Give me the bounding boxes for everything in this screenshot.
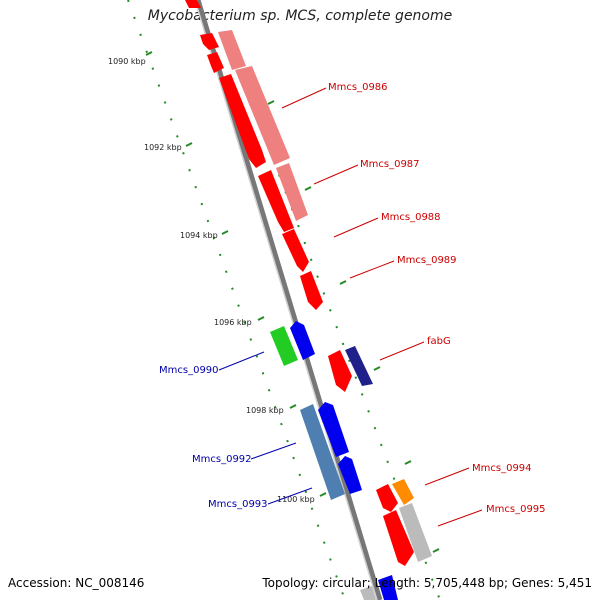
gene-feature [360,586,376,600]
label-leader-line [349,260,395,279]
tick-mark [221,230,229,235]
tick-mark [257,316,265,321]
gene-label: Mmcs_0992 [192,454,252,465]
tick-mark [289,404,297,409]
gene-label: Mmcs_0995 [486,504,546,515]
tick-mark [432,548,440,553]
gene-feature [276,163,308,221]
gene-feature [219,74,266,168]
tick-label: 1098 kbp [246,406,284,415]
map-title: Mycobacterium sp. MCS, complete genome [147,8,453,24]
gene-feature [300,404,345,500]
gene-feature [345,346,373,386]
gene-feature [185,0,201,8]
tick-mark [304,186,312,191]
label-leader-line [333,217,379,238]
gene-feature [383,510,414,566]
gene-feature [376,484,398,512]
gene-feature [392,479,414,505]
gene-label: Mmcs_0988 [381,212,441,223]
tick-mark [267,100,275,105]
gene-feature [318,402,349,457]
gene-feature [270,326,298,366]
gene-feature [282,229,309,272]
tick-mark [404,460,412,465]
tick-mark [319,492,327,497]
genome-backbone-highlight [194,0,378,600]
gene-feature [399,503,432,562]
label-leader-line [379,341,425,361]
gene-feature [338,456,362,494]
tick-label: 1100 kbp [277,495,315,504]
label-leader-line [267,487,313,505]
label-leader-line [281,87,327,109]
tick-label: 1094 kbp [180,231,218,240]
gene-feature [300,271,323,310]
tick-label: 1096 kbp [214,318,252,327]
gene-feature [290,321,315,360]
label-leader-line [437,509,483,527]
gene-feature [207,52,224,73]
gene-feature [235,66,290,165]
tick-mark [185,142,193,147]
label-leader-line [424,467,470,486]
gene-label: Mmcs_0994 [472,463,532,474]
gene-feature [378,575,398,600]
gene-label: fabG [427,336,451,347]
tick-mark [145,51,153,56]
gene-label: Mmcs_0987 [360,159,420,170]
gene-label: Mmcs_0986 [328,82,388,93]
gene-feature [218,30,246,70]
tick-mark [339,280,347,285]
tick-marks [145,51,440,553]
tick-mark [373,366,381,371]
genome-summary-text: Topology: circular; Length: 5,705,448 bp… [262,576,592,590]
tick-label: 1092 kbp [144,143,182,152]
gene-feature [328,350,352,392]
gene-feature [200,33,219,50]
gene-label: Mmcs_0990 [159,365,219,376]
gene-feature [258,170,294,232]
tick-label: 1090 kbp [108,57,146,66]
gene-features [185,0,432,566]
label-leader-line [313,164,359,185]
gene-label: Mmcs_0993 [208,499,268,510]
accession-text: Accession: NC_008146 [8,576,145,590]
reverse-gene-features [270,321,398,600]
label-leader-line [218,351,265,371]
label-leader-line [250,442,297,460]
gene-label: Mmcs_0989 [397,255,457,266]
